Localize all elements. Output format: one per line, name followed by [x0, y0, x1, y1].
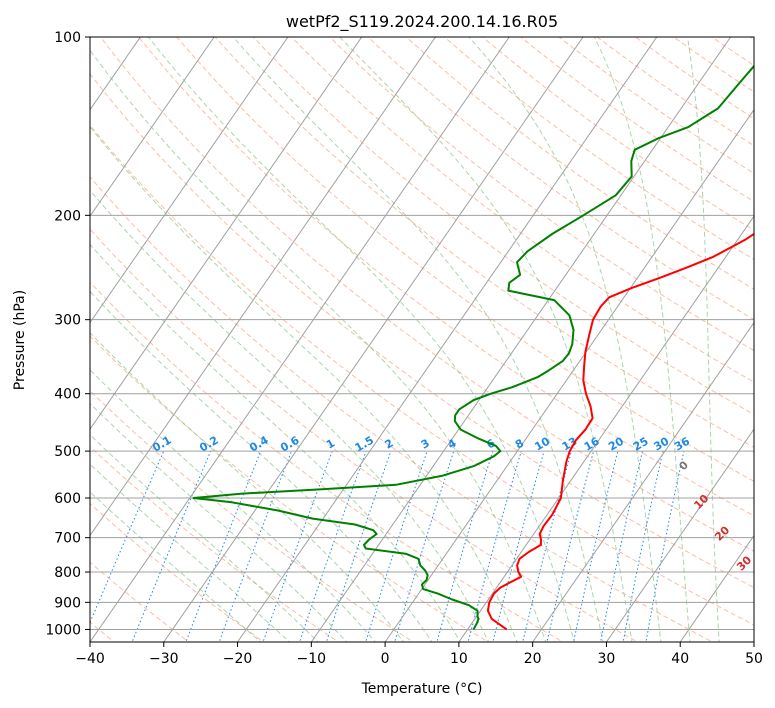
plot-frame: [89, 36, 755, 643]
dry-adiabat-line: [481, 37, 754, 231]
dry-adiabats: [90, 37, 754, 642]
dewpoint-profile-line: [192, 64, 754, 630]
y-tick-label: 100: [54, 30, 81, 46]
mixing-ratio-line: [522, 450, 572, 642]
dry-adiabat-line: [367, 37, 754, 321]
y-tick-label: 600: [54, 491, 81, 507]
x-tick-label: 50: [745, 651, 763, 667]
temperature-profile-line: [486, 232, 754, 631]
mixing-ratio-line: [218, 450, 293, 642]
x-tick-label: −20: [223, 651, 253, 667]
isotherm-line: [384, 108, 754, 642]
isotherm-line: [163, 37, 584, 642]
x-axis: −40 −30 −20 −10 0 10 20 30 40 50: [75, 642, 763, 667]
y-axis: 1000 900 800 700 600 500 400 300 200 100: [45, 30, 90, 638]
dry-adiabat-line: [90, 503, 265, 642]
dry-adiabat-line: [99, 37, 754, 552]
dry-adiabat-line: [90, 228, 639, 642]
x-tick-label: 0: [381, 651, 390, 667]
x-tick-label: −40: [75, 651, 105, 667]
y-tick-label: 500: [54, 444, 81, 460]
dry-adiabat-line: [90, 73, 754, 589]
y-tick-label: 900: [54, 595, 81, 611]
isotherm-line: [90, 37, 437, 537]
isotherms: [90, 37, 754, 642]
chart-title: wetPf2_S119.2024.200.14.16.R05: [286, 12, 558, 32]
mixing-ratio-line: [299, 450, 367, 642]
mixing-ratio-line: [185, 450, 262, 642]
mixing-ratio-line: [572, 450, 619, 642]
mixing-ratio-line: [600, 450, 644, 642]
sounding-series: [192, 64, 754, 631]
isotherm-line: [90, 37, 215, 218]
mixing-ratio-line: [262, 450, 333, 642]
moist-adiabat-line: [90, 189, 490, 642]
isotherm-line: [679, 534, 754, 642]
isotherm-line: [90, 37, 363, 430]
x-tick-label: 10: [450, 651, 468, 667]
y-tick-label: 200: [54, 208, 81, 224]
y-tick-label: 1000: [45, 622, 81, 638]
y-tick-label: 800: [54, 565, 81, 581]
isotherm-line: [236, 37, 658, 642]
y-tick-label: 700: [54, 531, 81, 547]
isotherm-line: [605, 428, 754, 642]
mixing-ratio-line: [394, 450, 455, 642]
x-axis-title: Temperature (°C): [361, 681, 483, 697]
isotherm-line: [310, 37, 732, 642]
mixing-ratio-line: [325, 450, 392, 642]
dry-adiabat-line: [138, 37, 754, 517]
x-tick-label: 40: [671, 651, 689, 667]
y-tick-label: 300: [54, 313, 81, 329]
moist-adiabat-line: [90, 463, 291, 642]
mixing-ratio-line: [436, 450, 494, 642]
dry-adiabat-line: [290, 37, 754, 383]
mixing-ratio-line: [645, 450, 685, 642]
x-tick-label: 20: [524, 651, 542, 667]
mixing-ratio-line: [365, 450, 428, 642]
isotherm-line: [90, 37, 289, 324]
mixing-ratio-line: [546, 450, 595, 642]
isotherm-line: [90, 37, 510, 642]
dry-adiabat-line: [90, 281, 565, 642]
y-axis-title: Pressure (hPa): [12, 290, 28, 390]
x-tick-label: −30: [149, 651, 179, 667]
x-tick-label: −10: [297, 651, 327, 667]
dry-adiabat-line: [90, 176, 714, 642]
dry-adiabat-line: [520, 37, 754, 203]
plot-area: 0.10.20.40.611.52346810131620253036-100-…: [90, 37, 754, 642]
y-tick-label: 400: [54, 387, 81, 403]
dry-adiabat-line: [596, 37, 754, 147]
moist-adiabat-line: [90, 126, 518, 642]
x-tick-label: 30: [598, 651, 616, 667]
isotherm-line: [532, 321, 754, 642]
dry-adiabat-line: [405, 37, 754, 290]
mixing-ratio-line: [622, 450, 664, 642]
isotherm-line: [458, 215, 754, 642]
dry-adiabat-line: [214, 37, 754, 449]
